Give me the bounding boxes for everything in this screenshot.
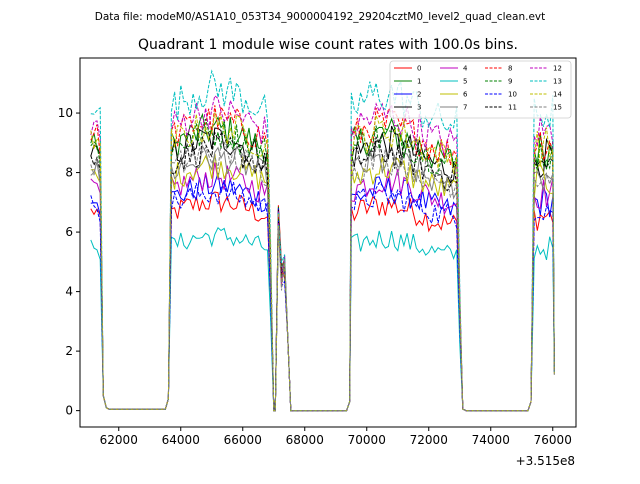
y-tick-label: 10 xyxy=(58,106,73,120)
legend-label-3: 3 xyxy=(417,104,421,112)
y-tick-label: 8 xyxy=(65,166,73,180)
x-tick-label: 64000 xyxy=(162,433,200,447)
legend-label-14: 14 xyxy=(553,91,562,99)
legend-label-9: 9 xyxy=(508,78,512,86)
x-tick-label: 66000 xyxy=(224,433,262,447)
series-line-9 xyxy=(90,118,555,412)
legend-label-15: 15 xyxy=(553,104,562,112)
series-line-11 xyxy=(90,130,555,412)
legend-label-0: 0 xyxy=(417,65,421,73)
suptitle: Data file: modeM0/AS1A10_053T34_90000041… xyxy=(95,11,546,23)
legend-label-8: 8 xyxy=(508,65,512,73)
series-line-12 xyxy=(90,94,555,412)
legend-label-1: 1 xyxy=(417,78,421,86)
y-tick-label: 4 xyxy=(65,285,73,299)
series-line-3 xyxy=(90,125,555,412)
x-offset-label: +3.515e8 xyxy=(516,454,575,468)
series-line-8 xyxy=(90,105,555,412)
legend-label-7: 7 xyxy=(463,104,467,112)
series-line-1 xyxy=(90,112,555,412)
x-tick-label: 72000 xyxy=(410,433,448,447)
legend-label-13: 13 xyxy=(553,78,562,86)
legend-label-4: 4 xyxy=(463,65,468,73)
legend-label-5: 5 xyxy=(463,78,467,86)
x-axis: 62000 64000 66000 68000 70000 72000 74000 76000 xyxy=(100,427,572,447)
series-line-2 xyxy=(90,172,555,412)
series-line-10 xyxy=(90,180,555,412)
legend-box xyxy=(389,60,572,119)
series-line-5 xyxy=(90,212,555,412)
legend-label-11: 11 xyxy=(508,104,517,112)
axes-frame xyxy=(79,57,577,428)
y-tick-label: 0 xyxy=(65,404,73,418)
legend-label-10: 10 xyxy=(508,91,517,99)
series-line-6 xyxy=(90,153,555,412)
legend-label-6: 6 xyxy=(463,91,468,99)
x-tick-label: 62000 xyxy=(100,433,138,447)
y-tick-label: 2 xyxy=(65,344,73,358)
x-tick-label: 74000 xyxy=(472,433,510,447)
series-line-0 xyxy=(90,191,555,412)
series-line-13 xyxy=(90,69,555,412)
legend-label-2: 2 xyxy=(417,91,421,99)
series-line-14 xyxy=(90,112,555,412)
x-tick-label: 68000 xyxy=(286,433,324,447)
series-line-15 xyxy=(90,141,555,412)
legend-label-12: 12 xyxy=(553,65,562,73)
chart-title: Quadrant 1 module wise count rates with … xyxy=(138,37,518,53)
y-tick-label: 6 xyxy=(65,225,73,239)
y-axis: 0 2 4 6 8 10 xyxy=(58,106,80,418)
data-layer xyxy=(90,69,555,412)
series-line-4 xyxy=(90,162,555,412)
x-tick-label: 76000 xyxy=(534,433,572,447)
x-tick-label: 70000 xyxy=(348,433,386,447)
series-line-7 xyxy=(90,144,555,412)
